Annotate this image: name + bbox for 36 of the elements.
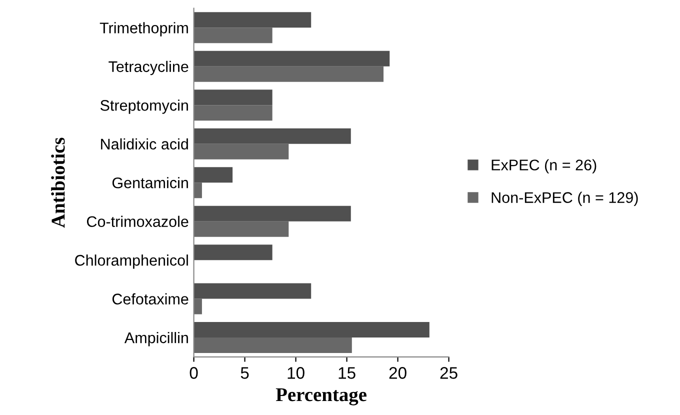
bar: [194, 12, 312, 28]
x-tick-label: 0: [190, 367, 198, 379]
bar: [194, 206, 351, 222]
y-tick-label: Ampicillin: [124, 332, 188, 346]
y-tick-label: Tetracycline: [108, 60, 188, 76]
x-tick-label: 10: [288, 367, 304, 379]
y-tick-label: Gentamicin: [112, 177, 188, 188]
y-tick-label: Streptomycin: [100, 100, 188, 114]
y-tick-label: Cefotaxime: [112, 293, 188, 304]
y-tick-label: Trimethoprim: [100, 22, 188, 36]
bar: [194, 144, 289, 160]
x-tick-label: 5: [240, 367, 249, 379]
bar: [194, 105, 272, 121]
y-axis-title: Antibiotics: [51, 138, 65, 228]
bar: [194, 182, 202, 198]
bar: [194, 66, 384, 82]
bar: [194, 298, 202, 314]
bar: [194, 128, 351, 144]
bar: [194, 167, 233, 183]
x-tick-label: 20: [389, 367, 406, 379]
bar: [194, 50, 390, 66]
bar: [194, 221, 289, 237]
bar: [194, 244, 272, 260]
bar: [194, 322, 430, 338]
bar: [194, 28, 272, 44]
bar: [194, 283, 312, 299]
x-tick-label: 25: [440, 367, 458, 379]
x-tick-label: 15: [338, 367, 356, 379]
x-axis-title: Percentage: [276, 388, 367, 406]
bar: [194, 338, 352, 354]
legend-label: ExPEC (n = 26): [492, 159, 596, 174]
y-tick-label: Co-trimoxazole: [86, 216, 188, 228]
bar: [194, 90, 272, 106]
y-tick-label: Chloramphenicol: [75, 254, 188, 269]
y-tick-label: Nalidixic acid: [101, 138, 188, 150]
legend-label: Non-ExPEC (n = 129): [492, 192, 638, 206]
